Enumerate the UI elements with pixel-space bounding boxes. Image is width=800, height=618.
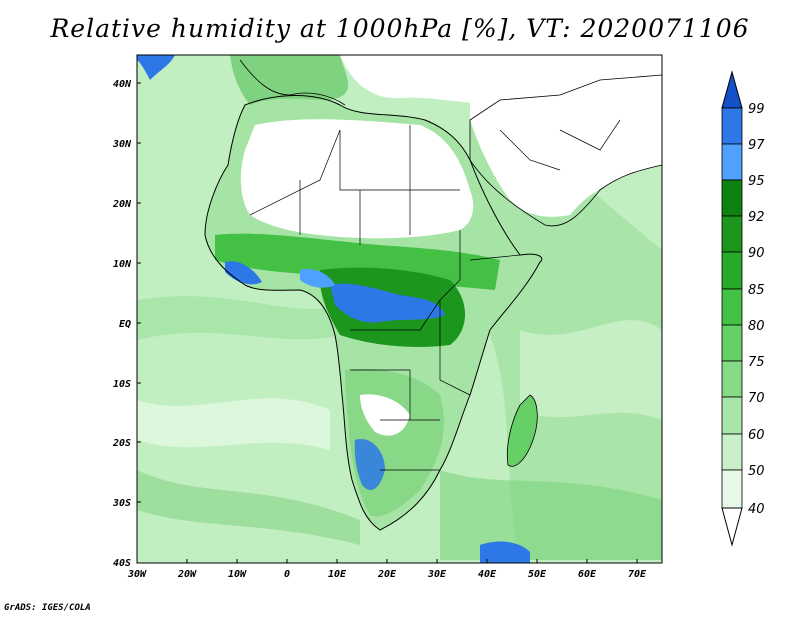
- colorbar-label: 50: [748, 464, 765, 479]
- colorbar-segment: [721, 288, 743, 326]
- colorbar-segment: [721, 324, 743, 362]
- lon-tick-label: 50E: [528, 569, 547, 580]
- lon-tick-label: 10W: [228, 569, 247, 580]
- page-title: Relative humidity at 1000hPa [%], VT: 20…: [50, 14, 750, 43]
- lon-tick-label: 20E: [377, 569, 397, 580]
- coastline: [204, 95, 543, 531]
- europe-land: [230, 55, 349, 105]
- lon-tick-label: 20W: [177, 569, 197, 580]
- mediterranean-dry: [340, 55, 662, 104]
- colorbar-label: 90: [748, 246, 765, 261]
- colorbar-label: 80: [748, 319, 765, 334]
- map-panel: [137, 55, 663, 563]
- colorbar-segment: [721, 107, 743, 145]
- saturated-zone: [300, 269, 335, 288]
- lon-tick-label: 70E: [628, 569, 647, 580]
- colorbar-label: 97: [748, 138, 765, 153]
- kalahari-dry: [360, 394, 410, 436]
- lon-tick-label: 10E: [328, 569, 347, 580]
- madagascar-land: [506, 394, 538, 467]
- lon-tick-label: 60E: [578, 569, 597, 580]
- colorbar-segment: [721, 396, 743, 435]
- lat-tick-label: 30S: [112, 498, 131, 509]
- colorbar-segment: [721, 179, 743, 217]
- coastline: [239, 59, 346, 106]
- humidity-band: [137, 398, 330, 450]
- lon-tick-label: 30E: [427, 569, 447, 580]
- saturated-zone: [480, 541, 530, 563]
- lon-tick-label: 30W: [127, 569, 147, 580]
- coastline: [469, 74, 663, 160]
- lat-tick-label: EQ: [119, 319, 131, 330]
- colorbar-label: 92: [748, 210, 765, 225]
- lat-tick-label: 20S: [112, 438, 131, 449]
- colorbar-label: 85: [748, 283, 765, 298]
- sahara-dry: [240, 119, 474, 239]
- humidity-band: [137, 296, 340, 340]
- colorbar-bottom-arrow: [721, 507, 743, 547]
- colorbar: 99 97 95 92 90 85 80 75 70 60 50 40: [721, 70, 765, 547]
- saturated-zone: [225, 261, 262, 285]
- colorbar-label: 75: [748, 355, 765, 370]
- colorbar-label: 60: [748, 428, 765, 443]
- colorbar-label: 40: [748, 502, 765, 517]
- lat-tick-label: 10S: [113, 379, 131, 390]
- saturated-zone: [137, 55, 175, 80]
- colorbar-segment: [721, 215, 743, 253]
- lat-tick-label: 30N: [112, 139, 132, 150]
- lon-tick-label: 40E: [478, 569, 497, 580]
- colorbar-segment: [721, 251, 743, 290]
- credit-text: GrADS: IGES/COLA: [4, 603, 91, 613]
- lon-ticks: [186, 559, 638, 563]
- lat-tick-label: 20N: [112, 199, 132, 210]
- humidity-band: [520, 320, 662, 420]
- lon-tick-label: 0: [284, 569, 290, 580]
- lon-axis: 30W 20W 10W 0 10E 20E 30E 40E 50E 60E 70…: [127, 569, 647, 580]
- humidity-band: [137, 470, 360, 545]
- humidity-band: [440, 470, 662, 560]
- coastline: [469, 159, 663, 227]
- colorbar-segment: [721, 433, 743, 471]
- colorbar-label: 99: [748, 102, 765, 117]
- saturated-zone: [330, 283, 445, 323]
- colorbar-segment: [721, 360, 743, 398]
- lat-tick-label: 10N: [113, 259, 132, 270]
- colorbar-segment: [721, 469, 743, 509]
- saturated-zone: [354, 439, 385, 490]
- colorbar-segment: [721, 143, 743, 181]
- colorbar-label: 70: [748, 391, 765, 406]
- lat-tick-label: 40S: [113, 558, 131, 569]
- country-borders: [249, 119, 621, 471]
- lat-axis: 40N 30N 20N 10N EQ 10S 20S 30S 40S: [112, 79, 132, 569]
- lat-ticks: [137, 82, 141, 503]
- colorbar-top-arrow: [721, 70, 743, 109]
- colorbar-label: 95: [748, 174, 765, 189]
- lat-tick-label: 40N: [113, 79, 132, 90]
- map-frame: [136, 54, 663, 564]
